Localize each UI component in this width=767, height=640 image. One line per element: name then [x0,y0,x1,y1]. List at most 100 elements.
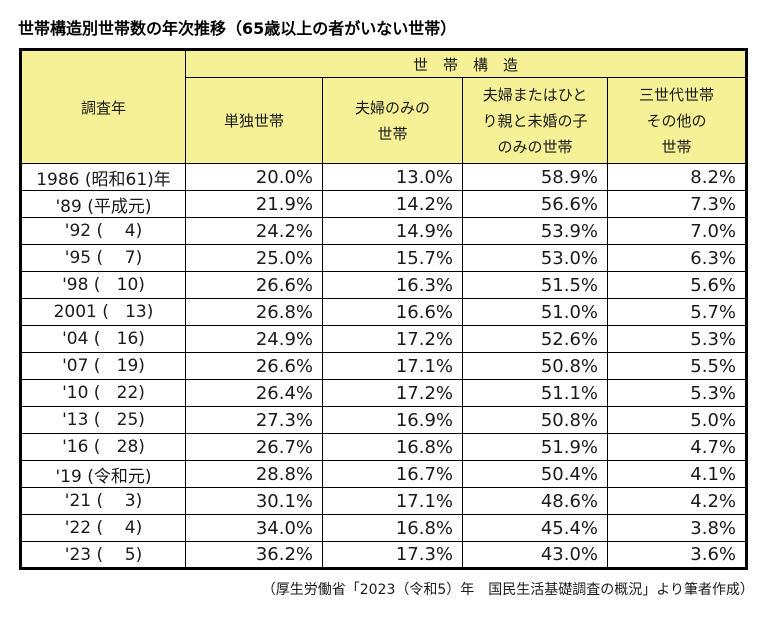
column-header-couple-or-single-parent-household: 夫婦またはひと り親と未婚の子 のみの世帯 [462,77,608,164]
percentage-value-cell: 4.7% [606,433,748,461]
table-row: '89 (平成元) 21.9% 14.2% 56.6% 7.3% [20,190,748,218]
percentage-value-cell: 51.9% [462,433,608,461]
percentage-value-cell: 24.2% [185,217,323,245]
survey-year-cell: '23 ( 5) [20,541,186,569]
percentage-value-cell: 17.3% [322,541,463,569]
percentage-value-cell: 21.9% [185,190,323,218]
percentage-value-cell: 7.0% [606,217,748,245]
survey-year-cell: '04 ( 16) [20,325,186,353]
percentage-value-cell: 7.3% [606,190,748,218]
survey-year-cell: '98 ( 10) [20,271,186,299]
percentage-value-cell: 13.0% [322,163,463,191]
column-header-single-household: 単独世帯 [185,77,323,164]
percentage-value-cell: 53.0% [462,244,608,272]
percentage-value-cell: 16.6% [322,298,463,326]
table-row: '22 ( 4) 34.0% 16.8% 45.4% 3.8% [20,514,748,542]
percentage-value-cell: 17.1% [322,352,463,380]
percentage-value-cell: 15.7% [322,244,463,272]
percentage-value-cell: 26.6% [185,271,323,299]
percentage-value-cell: 28.8% [185,460,323,488]
table-row: '16 ( 28) 26.7% 16.8% 51.9% 4.7% [20,433,748,461]
survey-year-cell: 2001 ( 13) [20,298,186,326]
survey-year-cell: '13 ( 25) [20,406,186,434]
percentage-value-cell: 50.8% [462,352,608,380]
percentage-value-cell: 58.9% [462,163,608,191]
percentage-value-cell: 26.6% [185,352,323,380]
table-header: 調査年 世 帯 構 造 単独世帯 夫婦のみの 世帯 夫婦またはひと り親と未婚の… [20,49,748,164]
table-row: '95 ( 7) 25.0% 15.7% 53.0% 6.3% [20,244,748,272]
column-header-couple-only-household: 夫婦のみの 世帯 [322,77,463,164]
survey-year-cell: 1986 (昭和61)年 [20,163,186,191]
percentage-value-cell: 26.7% [185,433,323,461]
source-note: （厚生労働省「2023（令和5）年 国民生活基礎調査の概況」より筆者作成） [261,582,754,598]
percentage-value-cell: 14.2% [322,190,463,218]
household-structure-table: 調査年 世 帯 構 造 単独世帯 夫婦のみの 世帯 夫婦またはひと り親と未婚の… [19,48,749,570]
percentage-value-cell: 3.8% [606,514,748,542]
percentage-value-cell: 45.4% [462,514,608,542]
percentage-value-cell: 51.0% [462,298,608,326]
percentage-value-cell: 4.2% [606,487,748,515]
percentage-value-cell: 8.2% [606,163,748,191]
percentage-value-cell: 27.3% [185,406,323,434]
percentage-value-cell: 16.3% [322,271,463,299]
percentage-value-cell: 43.0% [462,541,608,569]
percentage-value-cell: 50.4% [462,460,608,488]
percentage-value-cell: 5.6% [606,271,748,299]
percentage-value-cell: 3.6% [606,541,748,569]
percentage-value-cell: 6.3% [606,244,748,272]
percentage-value-cell: 53.9% [462,217,608,245]
household-structure-group-header: 世 帯 構 造 [184,49,748,78]
percentage-value-cell: 20.0% [185,163,323,191]
percentage-value-cell: 16.8% [322,433,463,461]
survey-year-cell: '16 ( 28) [20,433,186,461]
percentage-value-cell: 50.8% [462,406,608,434]
percentage-value-cell: 17.1% [322,487,463,515]
table-row: 1986 (昭和61)年 20.0% 13.0% 58.9% 8.2% [20,163,748,191]
percentage-value-cell: 5.5% [606,352,748,380]
survey-year-cell: '89 (平成元) [20,190,186,218]
percentage-value-cell: 5.7% [606,298,748,326]
percentage-value-cell: 17.2% [322,325,463,353]
percentage-value-cell: 4.1% [606,460,748,488]
percentage-value-cell: 5.3% [606,325,748,353]
percentage-value-cell: 36.2% [185,541,323,569]
percentage-value-cell: 30.1% [185,487,323,515]
survey-year-cell: '07 ( 19) [20,352,186,380]
survey-year-cell: '92 ( 4) [20,217,186,245]
percentage-value-cell: 16.7% [322,460,463,488]
percentage-value-cell: 16.8% [322,514,463,542]
table-row: '04 ( 16) 24.9% 17.2% 52.6% 5.3% [20,325,748,353]
percentage-value-cell: 51.5% [462,271,608,299]
percentage-value-cell: 24.9% [185,325,323,353]
percentage-value-cell: 51.1% [462,379,608,407]
percentage-value-cell: 48.6% [462,487,608,515]
table-body: 1986 (昭和61)年 20.0% 13.0% 58.9% 8.2% '89 (平成元)… [20,163,748,569]
percentage-value-cell: 52.6% [462,325,608,353]
percentage-value-cell: 26.4% [185,379,323,407]
survey-year-cell: '95 ( 7) [20,244,186,272]
table-row: 2001 ( 13) 26.8% 16.6% 51.0% 5.7% [20,298,748,326]
table-row: '10 ( 22) 26.4% 17.2% 51.1% 5.3% [20,379,748,407]
survey-year-cell: '22 ( 4) [20,514,186,542]
survey-year-header: 調査年 [20,49,186,164]
table-row: '92 ( 4) 24.2% 14.9% 53.9% 7.0% [20,217,748,245]
table-row: '07 ( 19) 26.6% 17.1% 50.8% 5.5% [20,352,748,380]
percentage-value-cell: 56.6% [462,190,608,218]
percentage-value-cell: 5.0% [606,406,748,434]
column-header-three-generation-other-household: 三世代世帯 その他の 世帯 [606,77,748,164]
table-row: '13 ( 25) 27.3% 16.9% 50.8% 5.0% [20,406,748,434]
percentage-value-cell: 17.2% [322,379,463,407]
percentage-value-cell: 5.3% [606,379,748,407]
percentage-value-cell: 26.8% [185,298,323,326]
survey-year-cell: '10 ( 22) [20,379,186,407]
page-title: 世帯構造別世帯数の年次推移（65歳以上の者がいない世帯） [18,19,457,38]
table-row: '19 (令和元) 28.8% 16.7% 50.4% 4.1% [20,460,748,488]
survey-year-cell: '21 ( 3) [20,487,186,515]
percentage-value-cell: 16.9% [322,406,463,434]
table-row: '98 ( 10) 26.6% 16.3% 51.5% 5.6% [20,271,748,299]
percentage-value-cell: 25.0% [185,244,323,272]
percentage-value-cell: 34.0% [185,514,323,542]
survey-year-cell: '19 (令和元) [20,460,186,488]
table-row: '21 ( 3) 30.1% 17.1% 48.6% 4.2% [20,487,748,515]
